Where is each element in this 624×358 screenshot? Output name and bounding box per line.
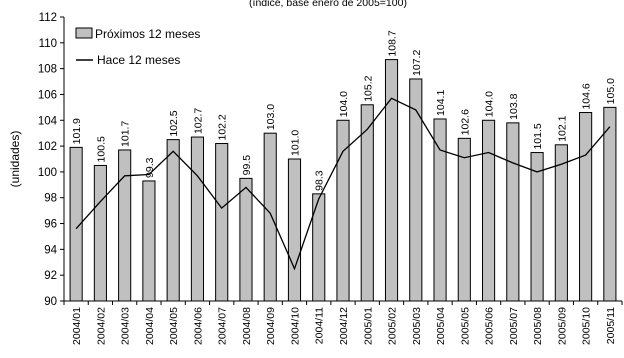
x-tick-label: 2005/07 (508, 307, 520, 345)
data-label: 100.5 (95, 136, 107, 162)
y-tick-label: 98 (44, 193, 57, 205)
x-tick-label: 2004/02 (95, 307, 107, 345)
data-label: 99.5 (241, 155, 253, 176)
data-label: 101.7 (120, 121, 132, 147)
bar (506, 122, 520, 302)
y-tick-label: 104 (38, 115, 58, 127)
x-tick-label: 2005/09 (556, 307, 568, 345)
series-line (75, 97, 611, 271)
data-label: 105.0 (605, 78, 617, 104)
data-labels: 101.9 100.5 101.7 99.3 102.5 102.7 102.2 99.5 10… (71, 30, 617, 191)
bar (215, 143, 229, 302)
bar (166, 139, 180, 302)
bar (433, 118, 447, 302)
x-tick-label: 2005/03 (411, 307, 423, 345)
x-tick-label: 2005/02 (387, 307, 399, 345)
data-label: 103.8 (508, 93, 520, 119)
x-tick-label: 2004/10 (289, 307, 301, 345)
y-tick-label: 96 (44, 219, 57, 231)
bar (554, 144, 568, 302)
bar (409, 78, 423, 302)
data-label: 104.0 (338, 91, 350, 117)
data-label: 101.9 (71, 118, 83, 144)
y-axis-ticks: 90 92 94 96 98 100 102 104 106 108 110 112 (38, 12, 64, 308)
y-tick-label: 106 (38, 89, 57, 101)
data-label: 99.3 (144, 157, 156, 178)
bar (263, 132, 277, 302)
bar (384, 59, 399, 302)
data-label: 102.1 (556, 115, 568, 141)
x-tick-label: 2004/03 (120, 307, 132, 345)
x-axis-ticks: 2004/01 2004/02 2004/03 2004/04 2004/05 2004/… (63, 301, 623, 345)
x-tick-label: 2005/06 (484, 307, 496, 345)
data-label: 102.5 (168, 110, 180, 136)
data-label: 105.2 (362, 75, 374, 101)
legend-label-bar: Próximos 12 meses (95, 27, 200, 41)
data-label: 107.2 (411, 50, 423, 76)
legend-label-line: Hace 12 meses (97, 53, 180, 67)
bar (603, 106, 617, 302)
data-label: 102.7 (192, 108, 204, 134)
data-label: 108.7 (387, 30, 399, 56)
data-label: 98.3 (314, 170, 326, 191)
y-tick-label: 92 (44, 270, 57, 282)
y-tick-label: 112 (39, 12, 57, 24)
bar (190, 136, 205, 302)
data-label: 101.0 (289, 130, 301, 156)
y-axis-label: (unidades) (8, 131, 22, 188)
x-tick-label: 2005/10 (581, 307, 593, 345)
data-label: 104.6 (581, 83, 593, 109)
y-tick-label: 90 (44, 296, 57, 308)
bar (287, 158, 302, 302)
bar (482, 119, 496, 302)
bar (142, 180, 156, 302)
data-label: 104.0 (484, 91, 496, 117)
x-tick-label: 2005/04 (435, 307, 447, 345)
x-tick-label: 2005/08 (532, 307, 544, 345)
data-label: 104.1 (435, 90, 447, 116)
data-label: 101.5 (532, 123, 544, 149)
x-tick-label: 2004/11 (314, 307, 326, 344)
bar (530, 152, 544, 302)
bar (118, 149, 132, 302)
line-series (75, 97, 611, 271)
y-tick-label: 94 (44, 244, 57, 256)
x-tick-label: 2004/06 (192, 307, 204, 345)
y-tick-label: 108 (38, 64, 57, 76)
x-tick-label: 2004/05 (168, 307, 180, 345)
y-tick-label: 110 (39, 38, 57, 50)
x-tick-label: 2005/01 (362, 307, 374, 345)
bar (457, 137, 471, 302)
y-tick-label: 100 (38, 167, 57, 179)
chart-subtitle: (índice, base enero de 2005=100) (249, 0, 407, 9)
x-tick-label: 2004/07 (217, 307, 229, 345)
x-tick-label: 2004/08 (241, 307, 253, 345)
data-label: 102.2 (217, 114, 229, 140)
data-label: 102.6 (459, 109, 471, 135)
bar (93, 164, 107, 302)
data-label: 103.0 (265, 104, 277, 130)
x-tick-label: 2004/01 (71, 307, 83, 345)
bar (360, 104, 374, 302)
y-tick-label: 102 (38, 141, 57, 153)
legend: Próximos 12 meses Hace 12 meses (75, 27, 200, 67)
legend-swatch-bar (75, 27, 93, 39)
x-tick-label: 2005/11 (605, 307, 617, 344)
x-tick-label: 2004/04 (144, 307, 156, 345)
x-tick-label: 2004/09 (265, 307, 277, 345)
x-tick-label: 2004/12 (338, 307, 350, 345)
bar (579, 112, 593, 302)
bar (239, 177, 253, 302)
x-tick-label: 2005/05 (459, 307, 471, 345)
